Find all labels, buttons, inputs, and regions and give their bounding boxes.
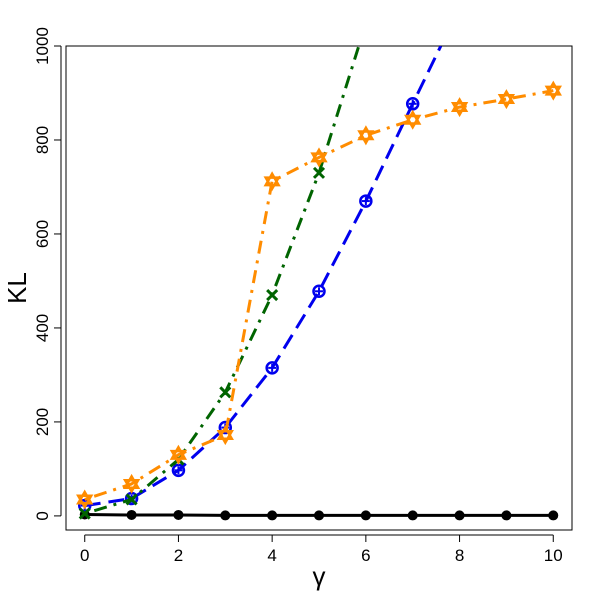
series-3-point-10 (544, 80, 562, 101)
y-tick-label-1000: 1000 (33, 27, 52, 65)
series-3-point-5 (310, 147, 328, 168)
series-2-point-5 (312, 166, 326, 179)
series-3-point-8 (450, 97, 469, 118)
y-tick-label-400: 400 (33, 314, 52, 342)
series-0-point-1 (126, 509, 137, 520)
x-axis-title: γ (313, 561, 326, 591)
plot-frame (65, 45, 573, 531)
series-3-point-9 (497, 89, 516, 110)
series-3-point-2 (169, 444, 188, 465)
series-1-point-4 (265, 361, 279, 375)
series-3-point-0 (76, 489, 94, 510)
y-tick-label-200: 200 (33, 408, 52, 436)
x-tick-label-6: 6 (361, 546, 370, 565)
series-2-line (84, 46, 361, 516)
series-3-point-3 (216, 425, 234, 446)
series-2-point-4 (266, 288, 279, 302)
series-2 (78, 46, 361, 520)
series-3-point-4 (263, 171, 281, 192)
series-3-point-6 (357, 125, 375, 146)
series-1-point-5 (312, 284, 326, 299)
series-1-point-7 (405, 97, 420, 111)
series-2-point-1 (125, 493, 138, 506)
series-0-point-2 (173, 509, 184, 520)
series-0-point-3 (220, 510, 231, 521)
series-3 (76, 80, 562, 510)
series-0-point-6 (360, 510, 371, 521)
series-0-point-5 (314, 510, 324, 521)
series-0-point-7 (407, 510, 418, 521)
x-tick-label-8: 8 (455, 546, 464, 565)
series-1-line (84, 46, 443, 508)
x-tick-label-2: 2 (174, 546, 183, 565)
series-1 (77, 46, 443, 513)
series-layer (76, 46, 562, 521)
y-tick-label-800: 800 (33, 126, 52, 154)
axes: 0 2 4 6 8 10 0 200 400 600 800 1000 (33, 27, 563, 565)
series-3-point-1 (122, 473, 141, 494)
series-0-point-8 (454, 510, 465, 521)
series-2-point-3 (219, 386, 232, 399)
series-3-point-7 (404, 109, 422, 130)
x-tick-label-0: 0 (80, 546, 89, 565)
x-tick-label-10: 10 (544, 546, 563, 565)
y-tick-label-600: 600 (33, 220, 52, 248)
series-0-point-9 (501, 510, 512, 521)
series-0-point-10 (548, 510, 559, 521)
y-axis-title: KL (2, 272, 32, 304)
series-0 (79, 509, 559, 521)
series-1-point-6 (359, 194, 373, 208)
x-tick-label-4: 4 (267, 546, 276, 565)
series-0-point-4 (267, 510, 278, 521)
series-2-point-0 (78, 507, 91, 520)
y-tick-label-0: 0 (33, 511, 52, 520)
series-3-line (84, 89, 554, 501)
series-1-point-2 (171, 463, 186, 478)
